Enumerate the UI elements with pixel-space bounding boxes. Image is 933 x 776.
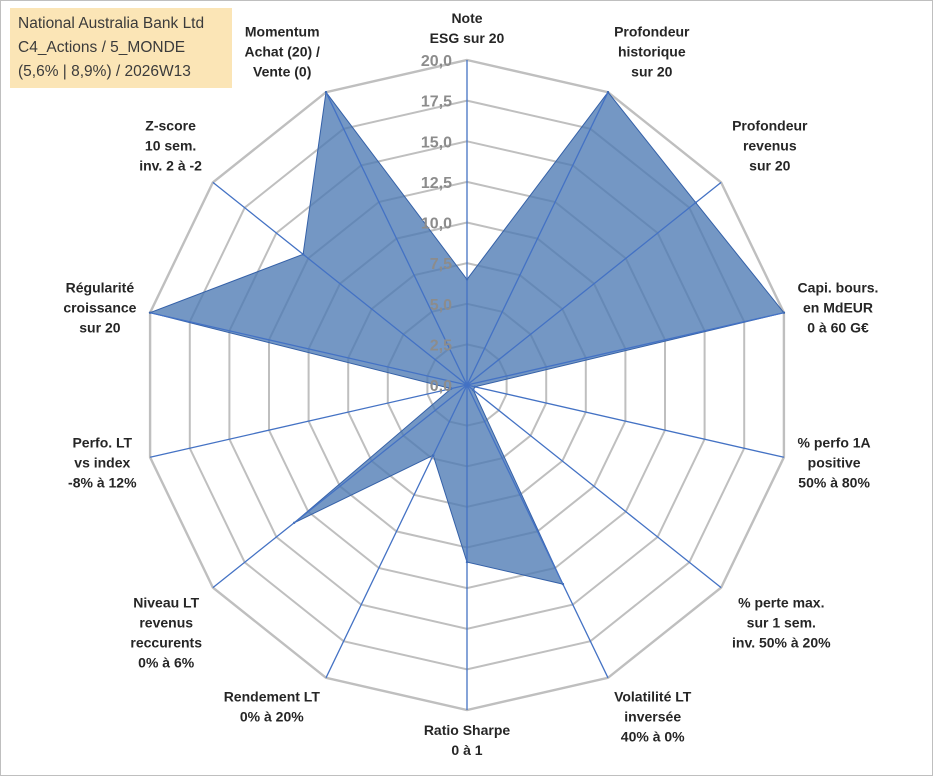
axis-label-5: % perte max. sur 1 sem. inv. 50% à 20% (732, 594, 831, 650)
tick-label-5: 12,5 (421, 175, 452, 192)
axis-label-6-line-1: inversée (624, 708, 681, 724)
axis-label-2-line-2: sur 20 (749, 158, 790, 174)
axis-label-12-line-2: inv. 2 à -2 (139, 158, 202, 174)
axis-label-6-line-0: Volatilité LT (614, 688, 692, 704)
axis-label-7-line-0: Ratio Sharpe (424, 722, 511, 738)
axis-label-12-line-0: Z-score (145, 118, 196, 134)
axis-label-12-line-1: 10 sem. (145, 138, 196, 154)
tick-label-3: 7,5 (430, 256, 452, 273)
axis-label-5-line-1: sur 1 sem. (747, 614, 816, 630)
axis-label-4: % perfo 1A positive 50% à 80% (798, 434, 871, 490)
axis-label-4-line-2: 50% à 80% (798, 474, 870, 490)
axis-spoke-9 (212, 384, 468, 589)
axis-label-4-line-1: positive (808, 454, 861, 470)
axis-label-0: Note ESG sur 20 (430, 10, 505, 46)
tick-label-6: 15,0 (421, 134, 452, 151)
axis-label-1-line-2: sur 20 (631, 64, 672, 80)
axis-label-9: Niveau LT revenus reccurents 0% à 6% (130, 594, 202, 670)
axis-label-12: Z-score 10 sem. inv. 2 à -2 (139, 118, 202, 174)
axis-label-13-line-1: Achat (20) / (244, 44, 320, 60)
axis-label-11-line-2: sur 20 (79, 320, 120, 336)
axis-label-13: Momentum Achat (20) / Vente (0) (244, 24, 320, 80)
axis-label-9-line-0: Niveau LT (133, 594, 199, 610)
axis-label-11: Régularité croissance sur 20 (63, 280, 136, 336)
tick-label-1: 2,5 (430, 337, 452, 354)
axis-label-13-line-0: Momentum (245, 24, 320, 40)
axis-spoke-8 (325, 384, 468, 679)
axis-label-3-line-0: Capi. bours. (798, 280, 879, 296)
axis-label-8-line-1: 0% à 20% (240, 708, 304, 724)
axis-label-1-line-0: Profondeur (614, 24, 690, 40)
info-company-name: National Australia Bank Ltd (18, 15, 205, 32)
axis-label-1: Profondeur historique sur 20 (614, 24, 690, 80)
axis-spoke-12 (212, 181, 468, 386)
axis-label-9-line-1: revenus (139, 614, 193, 630)
axis-label-11-line-0: Régularité (66, 280, 135, 296)
axis-label-0-line-1: ESG sur 20 (430, 30, 505, 46)
tick-label-8: 20,0 (421, 53, 452, 70)
axis-label-13-line-2: Vente (0) (253, 64, 311, 80)
axis-label-2-line-1: revenus (743, 138, 797, 154)
axis-spoke-10 (149, 384, 468, 458)
spoke-layer (149, 60, 785, 710)
axis-spoke-6 (466, 384, 609, 679)
axis-label-6-line-2: 40% à 0% (621, 728, 685, 744)
axis-label-3: Capi. bours. en MdEUR 0 à 60 G€ (798, 280, 879, 336)
category-label-layer: Note ESG sur 20 Profondeur historique sur 20… (63, 10, 878, 758)
axis-spoke-13 (325, 91, 468, 386)
info-period: (5,6% | 8,9%) / 2026W13 (18, 63, 191, 80)
axis-label-1-line-1: historique (618, 44, 686, 60)
axis-label-9-line-2: reccurents (130, 634, 202, 650)
info-box: National Australia Bank Ltd C4_Actions /… (10, 8, 232, 88)
axis-label-8: Rendement LT 0% à 20% (224, 688, 321, 724)
axis-label-2: Profondeur revenus sur 20 (732, 118, 808, 174)
axis-label-5-line-2: inv. 50% à 20% (732, 634, 831, 650)
tick-label-layer: 0,0 2,5 5,0 7,5 10,0 12,5 15,0 17,5 20,0 (421, 53, 452, 395)
axis-label-6: Volatilité LT inversée 40% à 0% (614, 688, 692, 744)
tick-label-0: 0,0 (430, 378, 452, 395)
axis-label-5-line-0: % perte max. (738, 594, 824, 610)
axis-label-0-line-0: Note (451, 10, 482, 26)
axis-spoke-1 (466, 91, 609, 386)
axis-spoke-11 (149, 312, 468, 386)
tick-label-4: 10,0 (421, 216, 452, 233)
axis-label-8-line-0: Rendement LT (224, 688, 321, 704)
axis-spoke-2 (466, 181, 722, 386)
info-portfolio: C4_Actions / 5_MONDE (18, 39, 186, 56)
tick-label-2: 5,0 (430, 297, 452, 314)
axis-label-10: Perfo. LT vs index -8% à 12% (68, 434, 137, 490)
axis-label-10-line-0: Perfo. LT (72, 434, 132, 450)
axis-label-3-line-2: 0 à 60 G€ (807, 320, 869, 336)
axis-label-4-line-0: % perfo 1A (798, 434, 871, 450)
axis-label-7: Ratio Sharpe 0 à 1 (424, 722, 511, 758)
axis-label-11-line-1: croissance (63, 300, 136, 316)
axis-label-9-line-3: 0% à 6% (138, 654, 195, 670)
axis-spoke-5 (466, 384, 722, 589)
axis-label-2-line-0: Profondeur (732, 118, 808, 134)
axis-spoke-4 (466, 384, 785, 458)
axis-label-7-line-1: 0 à 1 (451, 742, 482, 758)
tick-label-7: 17,5 (421, 94, 452, 111)
axis-label-10-line-2: -8% à 12% (68, 474, 137, 490)
axis-label-3-line-1: en MdEUR (803, 300, 873, 316)
axis-spoke-3 (466, 312, 785, 386)
axis-label-10-line-1: vs index (74, 454, 130, 470)
